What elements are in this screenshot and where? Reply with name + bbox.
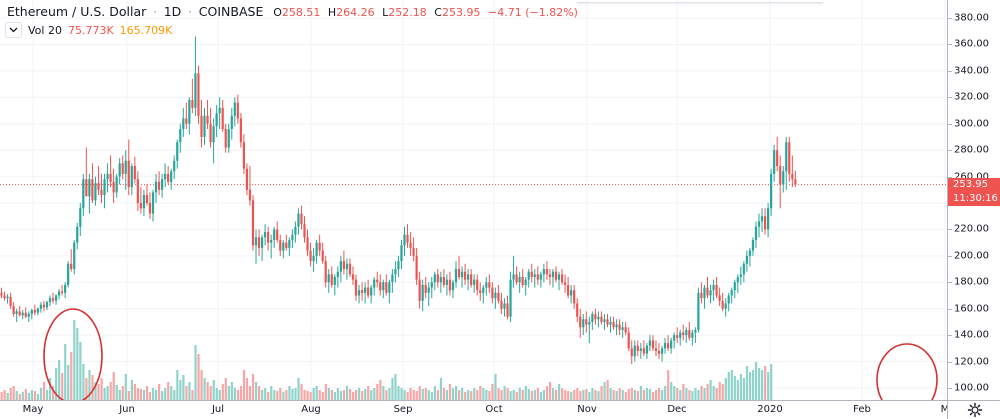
annotation-ellipse-volume-spike-may[interactable] [43,308,103,400]
last-price-badge: 253.95 [948,177,1000,192]
price-tick [948,18,952,19]
bar-countdown-badge: 11:30:16 [948,191,1000,206]
price-tick [948,150,952,152]
low-value: 252.18 [388,6,427,19]
low-label: L [382,6,389,19]
time-label: Nov [577,404,597,415]
price-tick [948,97,952,99]
time-label: 2020 [757,404,783,415]
time-label: May [22,404,44,415]
close-label: C [434,6,442,19]
time-axis[interactable]: May Jun Jul Aug Sep Oct Nov Dec 2020 Feb M [0,400,950,419]
time-label: Sep [393,404,413,415]
price-tick [948,255,952,257]
price-tick [948,44,952,46]
time-label: Dec [667,404,687,415]
price-label: 220.00 [954,223,989,235]
floating-toolbar-edge [577,0,823,3]
time-label: Aug [301,404,321,415]
chart-settings-corner[interactable] [947,400,1000,419]
time-label: M [940,404,950,415]
time-label: Jun [119,404,135,415]
legend-collapse-button[interactable] [5,22,22,38]
price-label: 180.00 [954,276,989,288]
price-label: 280.00 [954,144,989,156]
chart-pane[interactable]: Ethereum / U.S. Dollar · 1D · COINBASE O… [0,0,947,400]
price-label: 200.00 [954,250,989,262]
volume-bars [0,320,773,400]
price-tick [948,282,952,284]
price-tick [948,229,952,231]
high-label: H [327,6,337,19]
price-tick [948,308,952,310]
time-label: Jul [211,404,225,415]
annotation-ellipse-volume-spike-feb[interactable] [876,343,938,400]
price-label: 100.00 [954,382,989,394]
price-label: 320.00 [954,91,989,103]
gear-icon[interactable] [967,402,983,418]
volume-ma-value: 165.709K [119,23,173,37]
open-value: 258.51 [281,6,321,19]
price-label: 120.00 [954,356,989,368]
legend-separator: · [188,5,192,19]
volume-value: 75.773K [67,23,114,37]
open-label: O [273,6,282,19]
price-tick [948,361,952,363]
price-label: 260.00 [954,171,989,182]
time-label: Oct [485,404,503,415]
time-label: Feb [853,404,871,415]
price-label: 300.00 [954,118,989,130]
symbol-name: Ethereum / U.S. Dollar [7,4,147,19]
grid-lines [0,0,947,400]
candles [0,36,797,365]
price-label: 340.00 [954,65,989,77]
interval: 1D [163,4,182,19]
price-label: 380.00 [954,12,989,24]
price-tick [948,388,952,389]
price-axis[interactable]: 380.00 360.00 340.00 320.00 300.00 280.00 260.… [947,0,1000,400]
volume-label: Vol 20 [28,23,62,37]
close-value: 253.95 [441,6,481,19]
price-label: 360.00 [954,38,989,50]
price-tick [948,123,952,125]
price-tick [948,70,952,72]
change-value: −4.71 (−1.82%) [487,6,578,19]
volume-legend[interactable]: Vol 20 75.773K 165.709K [5,22,172,38]
exchange: COINBASE [198,4,264,19]
candlestick-chart[interactable] [0,0,947,400]
high-value: 264.26 [336,6,375,19]
price-tick [948,335,952,337]
price-tick [948,176,952,178]
price-label: 140.00 [954,329,989,341]
symbol-legend[interactable]: Ethereum / U.S. Dollar · 1D · COINBASE O… [7,4,582,19]
price-label: 160.00 [954,303,989,315]
ohlc-values: O258.51 H264.26 L252.18 C253.95 −4.71 (−… [273,6,582,19]
legend-separator: · [153,5,157,19]
chevron-down-icon [9,27,18,33]
